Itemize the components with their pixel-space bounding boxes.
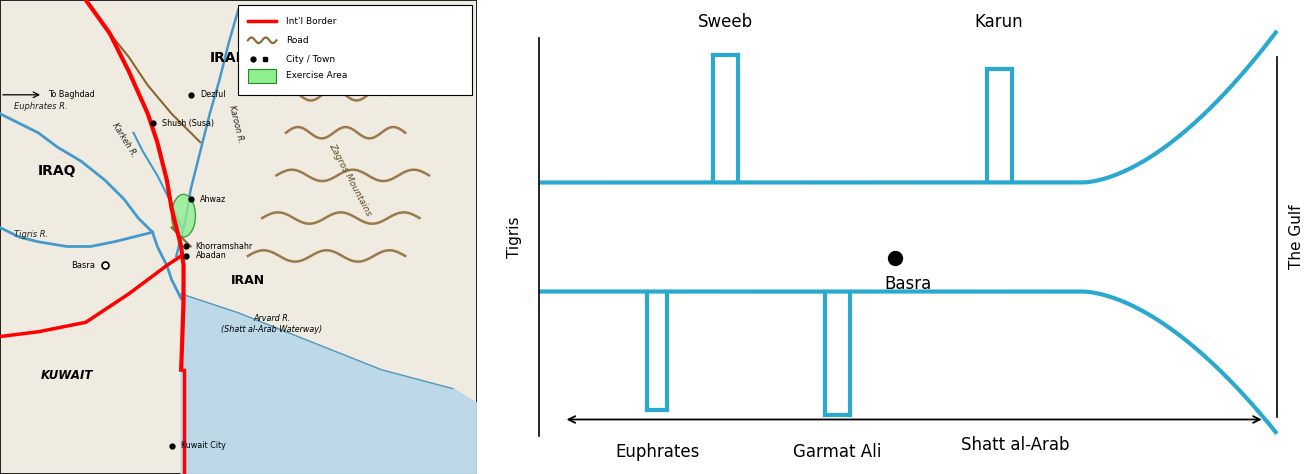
Text: Sweeb: Sweeb [697,13,754,31]
Text: Tigris R.: Tigris R. [14,230,48,239]
Text: Euphrates R.: Euphrates R. [14,102,68,111]
Text: IRAN: IRAN [210,51,248,64]
Text: Int'l Border: Int'l Border [286,17,337,26]
Text: The Gulf: The Gulf [1289,205,1303,269]
Text: Zagros Mountains: Zagros Mountains [328,142,374,218]
Text: Euphrates: Euphrates [615,443,700,461]
Ellipse shape [171,194,196,237]
Text: Road: Road [286,36,308,45]
Text: Garmat Ali: Garmat Ali [793,443,882,461]
Text: KUWAIT: KUWAIT [40,369,93,382]
Text: Karoon R.: Karoon R. [227,105,246,144]
Text: Exercise Area: Exercise Area [286,72,347,80]
Text: Tigris: Tigris [507,216,521,258]
Text: Basra: Basra [72,261,95,270]
Text: IRAN: IRAN [231,274,265,287]
Text: Karun: Karun [974,13,1024,31]
Text: To Baghdad: To Baghdad [48,91,94,99]
Text: IRAQ: IRAQ [38,164,77,178]
Text: City / Town: City / Town [286,55,336,64]
Text: Arvard R.
(Shatt al-Arab Waterway): Arvard R. (Shatt al-Arab Waterway) [221,314,323,334]
Text: Kuwait City: Kuwait City [182,441,226,450]
Text: Shush (Susa): Shush (Susa) [162,119,214,128]
Bar [248,69,277,83]
Text: Ahwaz: Ahwaz [200,195,226,203]
Text: Abadan: Abadan [196,252,226,260]
Text: Shatt al-Arab: Shatt al-Arab [961,436,1070,454]
Text: Dezful: Dezful [200,91,226,99]
Bar [238,5,471,95]
Polygon shape [182,294,477,474]
Text: Khorramshahr: Khorramshahr [196,242,252,251]
Text: Karkeh R.: Karkeh R. [110,121,138,158]
Text: Basra: Basra [884,275,931,293]
